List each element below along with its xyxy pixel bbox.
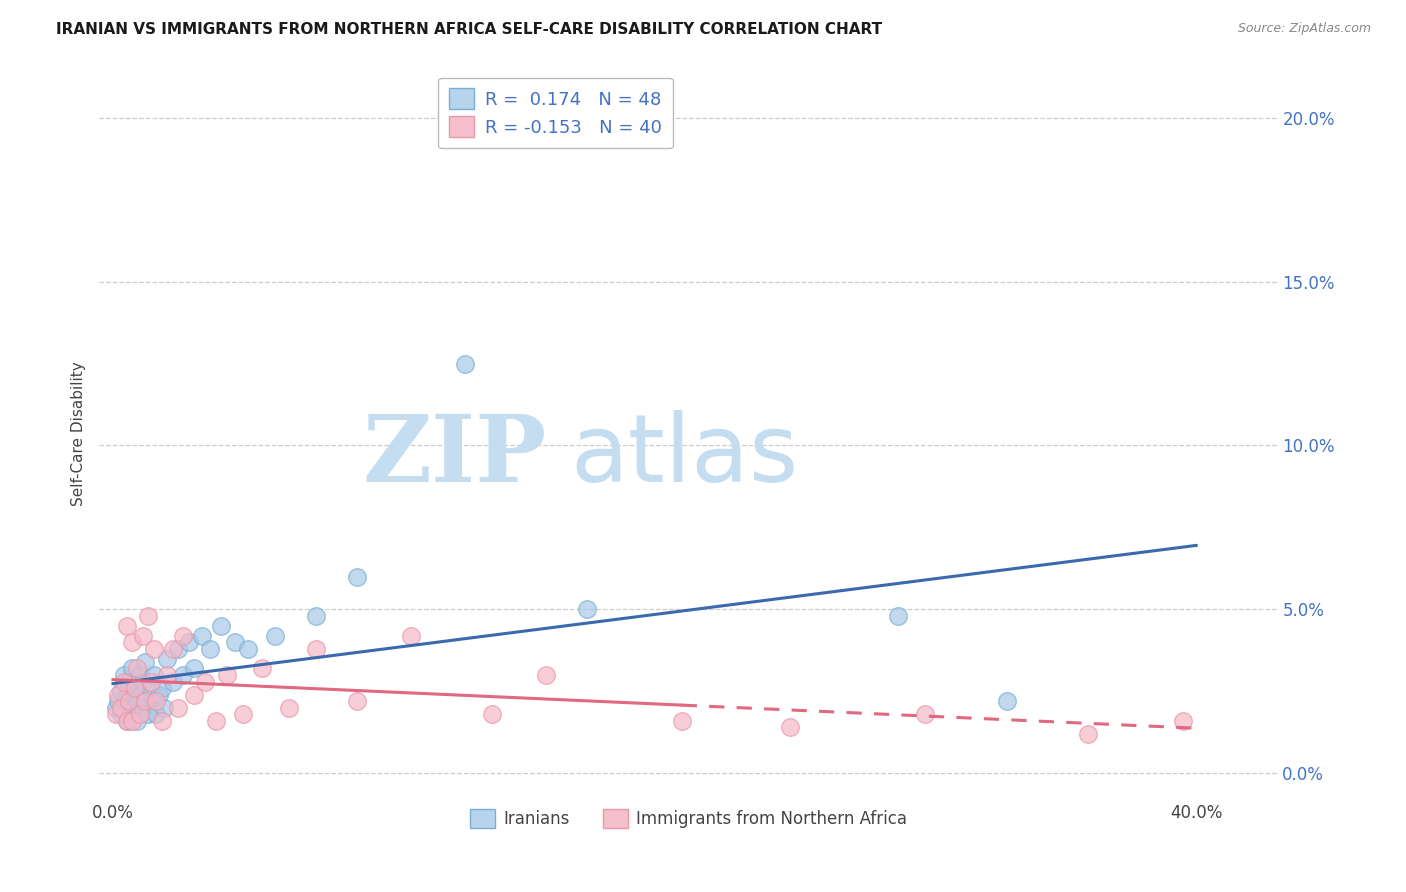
Point [124, 681, 146, 695]
Point [134, 655, 156, 669]
Point [153, 700, 176, 714]
Point [132, 629, 155, 643]
Point [200, 641, 222, 656]
Point [150, 681, 173, 695]
Point [121, 714, 143, 728]
Point [209, 619, 232, 633]
Point [127, 694, 149, 708]
Text: atlas: atlas [571, 410, 799, 502]
Point [995, 694, 1018, 708]
Point [481, 707, 503, 722]
Point [139, 674, 162, 689]
Point [118, 674, 141, 689]
Point [112, 668, 135, 682]
Point [238, 641, 260, 656]
Point [346, 694, 368, 708]
Point [142, 668, 165, 682]
Point [224, 635, 246, 649]
Point [145, 694, 167, 708]
Point [250, 661, 273, 675]
Point [183, 688, 205, 702]
Point [167, 641, 190, 656]
Point [115, 714, 138, 728]
Point [887, 609, 910, 624]
Point [112, 700, 135, 714]
Point [112, 674, 135, 689]
Point [115, 688, 138, 702]
Text: ZIP: ZIP [363, 411, 547, 501]
Point [205, 714, 228, 728]
Legend: Iranians, Immigrants from Northern Africa: Iranians, Immigrants from Northern Afric… [463, 803, 914, 835]
Point [575, 602, 598, 616]
Point [118, 694, 141, 708]
Point [107, 694, 129, 708]
Point [134, 694, 156, 708]
Point [1171, 714, 1194, 728]
Point [136, 609, 159, 624]
Point [454, 357, 477, 371]
Point [127, 714, 149, 728]
Point [104, 707, 127, 722]
Text: Source: ZipAtlas.com: Source: ZipAtlas.com [1237, 22, 1371, 36]
Point [914, 707, 936, 722]
Point [779, 720, 801, 734]
Y-axis label: Self-Care Disability: Self-Care Disability [72, 361, 86, 507]
Point [110, 684, 132, 698]
Point [115, 619, 138, 633]
Point [346, 569, 368, 583]
Point [148, 688, 170, 702]
Point [110, 707, 132, 722]
Point [671, 714, 693, 728]
Point [194, 674, 217, 689]
Point [191, 629, 214, 643]
Point [162, 674, 184, 689]
Point [107, 688, 129, 702]
Point [124, 700, 146, 714]
Point [172, 668, 194, 682]
Point [145, 707, 167, 722]
Point [129, 707, 152, 722]
Point [150, 714, 173, 728]
Text: IRANIAN VS IMMIGRANTS FROM NORTHERN AFRICA SELF-CARE DISABILITY CORRELATION CHAR: IRANIAN VS IMMIGRANTS FROM NORTHERN AFRI… [56, 22, 883, 37]
Point [167, 700, 190, 714]
Point [129, 688, 152, 702]
Point [136, 707, 159, 722]
Point [139, 681, 162, 695]
Point [115, 714, 138, 728]
Point [172, 629, 194, 643]
Point [278, 700, 301, 714]
Point [121, 635, 143, 649]
Point [124, 681, 146, 695]
Point [305, 609, 328, 624]
Point [110, 700, 132, 714]
Point [183, 661, 205, 675]
Point [104, 700, 127, 714]
Point [142, 694, 165, 708]
Point [399, 629, 422, 643]
Point [142, 641, 165, 656]
Point [134, 694, 156, 708]
Point [121, 707, 143, 722]
Point [118, 694, 141, 708]
Point [156, 651, 179, 665]
Point [129, 668, 152, 682]
Point [305, 641, 328, 656]
Point [264, 629, 287, 643]
Point [232, 707, 254, 722]
Point [132, 700, 155, 714]
Point [121, 661, 143, 675]
Point [177, 635, 200, 649]
Point [156, 668, 179, 682]
Point [132, 674, 155, 689]
Point [215, 668, 238, 682]
Point [1077, 727, 1099, 741]
Point [162, 641, 184, 656]
Point [127, 661, 149, 675]
Point [536, 668, 558, 682]
